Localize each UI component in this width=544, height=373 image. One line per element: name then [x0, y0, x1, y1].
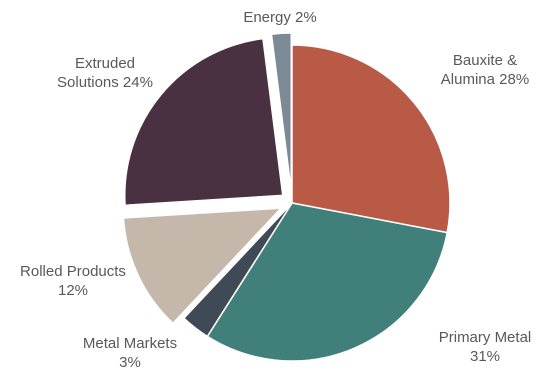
slice-label-primary-metal: Primary Metal 31% — [439, 329, 532, 365]
slice-label-energy: Energy 2% — [243, 9, 316, 26]
pie-slice-bauxite-alumina — [291, 44, 451, 234]
pie-slice-energy — [270, 32, 292, 192]
slice-label-rolled-products: Rolled Products 12% — [20, 263, 126, 299]
pie-slice-metal-markets — [182, 202, 293, 338]
slice-label-bauxite-alumina: Bauxite & Alumina 28% — [441, 52, 529, 88]
slice-label-extruded-solutions: Extruded Solutions 24% — [57, 55, 153, 91]
pie-slice-extruded-solutions — [124, 37, 284, 207]
pie-slice-rolled-products — [122, 207, 283, 325]
slice-label-metal-markets: Metal Markets 3% — [83, 335, 177, 371]
